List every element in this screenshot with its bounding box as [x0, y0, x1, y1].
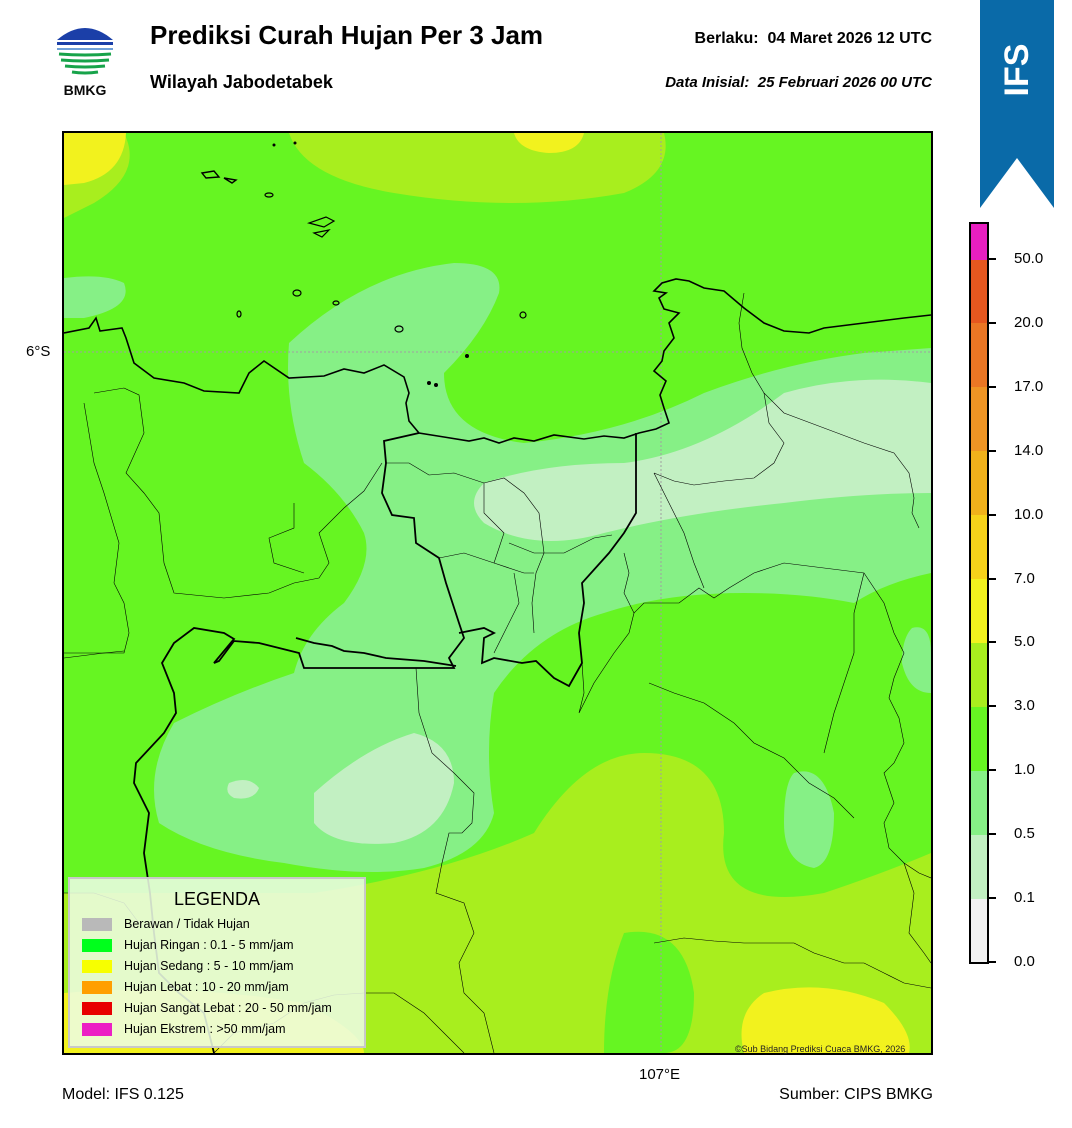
legend-box: LEGENDA Berawan / Tidak Hujan Hujan Ring… [68, 877, 366, 1048]
bmkg-emblem-icon [57, 28, 113, 75]
colorbar-tick-label: 0.0 [1014, 953, 1035, 970]
colorbar-tick [989, 897, 996, 900]
model-ribbon: IFS [980, 0, 1054, 210]
legend-swatch [82, 1022, 112, 1036]
colorbar-segment [971, 834, 987, 899]
colorbar-tick-label: 14.0 [1014, 441, 1044, 459]
colorbar-segment [971, 386, 987, 452]
longitude-label: 107°E [639, 1066, 681, 1083]
legend-item-label: Hujan Ekstrem : >50 mm/jam [124, 1022, 286, 1036]
legend-swatch [82, 980, 112, 994]
valid-time: Berlaku: 04 Maret 2026 12 UTC [695, 30, 932, 48]
legend-item-label: Hujan Sedang : 5 - 10 mm/jam [124, 959, 294, 973]
legend-swatch [82, 1001, 112, 1015]
logo-text: BMKG [63, 82, 107, 98]
init-label: Data Inisial: [665, 74, 750, 91]
colorbar-tick-label: 0.1 [1014, 889, 1035, 907]
model-label: Model: IFS 0.125 [62, 1086, 184, 1103]
colorbar-segment [971, 642, 987, 707]
colorbar-tick [989, 321, 996, 324]
colorbar-tick [989, 513, 996, 516]
colorbar-segment [971, 322, 987, 388]
latitude-label: 6°S [26, 343, 51, 360]
legend-item: Hujan Sedang : 5 - 10 mm/jam [82, 957, 294, 975]
colorbar-tick [989, 769, 996, 772]
legend-swatch [82, 959, 112, 973]
colorbar-segment [971, 898, 987, 963]
legend-item: Hujan Ekstrem : >50 mm/jam [82, 1020, 286, 1038]
valid-label: Berlaku: [694, 30, 759, 47]
init-time: Data Inisial: 25 Februari 2026 00 UTC [665, 74, 932, 91]
colorbar-tick [989, 258, 996, 260]
colorbar-segment [971, 578, 987, 643]
colorbar-tick [989, 449, 996, 452]
page-title: Prediksi Curah Hujan Per 3 Jam [150, 20, 544, 50]
valid-value: 04 Maret 2026 12 UTC [767, 30, 932, 47]
legend-item-label: Hujan Lebat : 10 - 20 mm/jam [124, 980, 289, 994]
legend-swatch [82, 917, 112, 931]
legend-item-label: Hujan Ringan : 0.1 - 5 mm/jam [124, 938, 294, 952]
legend-item-label: Hujan Sangat Lebat : 20 - 50 mm/jam [124, 1001, 332, 1015]
source-label: Sumber: CIPS BMKG [779, 1086, 933, 1103]
colorbar-segment [971, 259, 987, 324]
colorbar-tick-label: 20.0 [1014, 313, 1044, 331]
colorbar-segment [971, 770, 987, 835]
colorbar-tick [989, 641, 996, 644]
legend-item-label: Berawan / Tidak Hujan [124, 917, 250, 931]
init-value: 25 Februari 2026 00 UTC [757, 74, 932, 91]
colorbar-tick-label: 0.5 [1014, 825, 1035, 843]
colorbar-tick [989, 385, 996, 388]
legend-title: LEGENDA [173, 889, 261, 909]
colorbar-segment [971, 514, 987, 580]
colorbar-tick-label: 17.0 [1014, 377, 1044, 395]
legend-item: Hujan Ringan : 0.1 - 5 mm/jam [82, 936, 294, 954]
colorbar-segment [971, 706, 987, 771]
legend-item: Berawan / Tidak Hujan [82, 915, 250, 933]
copyright-text: ©Sub Bidang Prediksi Cuaca BMKG, 2026 [735, 1044, 906, 1054]
legend-item: Hujan Lebat : 10 - 20 mm/jam [82, 978, 289, 996]
colorbar [969, 222, 989, 964]
legend-item: Hujan Sangat Lebat : 20 - 50 mm/jam [82, 999, 332, 1017]
colorbar-tick-label: 1.0 [1014, 761, 1035, 779]
colorbar-tick-label: 3.0 [1014, 697, 1035, 715]
colorbar-tick-label: 5.0 [1014, 633, 1035, 651]
legend-swatch [82, 938, 112, 952]
colorbar-tick-label: 7.0 [1014, 569, 1035, 587]
colorbar-tick-label: 10.0 [1014, 505, 1044, 523]
colorbar-segment [971, 450, 987, 516]
page-subtitle: Wilayah Jabodetabek [150, 72, 333, 92]
bmkg-logo: BMKG [52, 20, 118, 102]
colorbar-tick [989, 833, 996, 836]
colorbar-segment [971, 224, 987, 260]
colorbar-tick-label: 50.0 [1014, 250, 1044, 267]
colorbar-tick [989, 705, 996, 708]
colorbar-tick [989, 577, 996, 580]
ribbon-text: IFS [998, 44, 1036, 97]
colorbar-tick [989, 961, 996, 963]
